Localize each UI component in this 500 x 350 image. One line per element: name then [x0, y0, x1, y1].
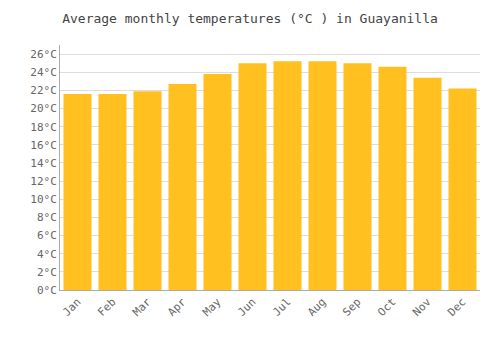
svg-text:Sep: Sep — [340, 296, 363, 319]
svg-text:Jan: Jan — [60, 296, 83, 319]
svg-text:May: May — [200, 295, 224, 319]
svg-text:Mar: Mar — [130, 295, 154, 319]
svg-text:16°C: 16°C — [30, 139, 57, 152]
svg-text:14°C: 14°C — [30, 157, 57, 170]
svg-text:Oct: Oct — [375, 296, 398, 319]
svg-text:Average monthly temperatures (: Average monthly temperatures (°C ) in Gu… — [62, 11, 438, 26]
svg-text:Nov: Nov — [410, 295, 434, 319]
svg-text:8°C: 8°C — [37, 211, 57, 224]
svg-text:Jul: Jul — [270, 296, 293, 319]
svg-text:4°C: 4°C — [37, 248, 57, 261]
svg-text:12°C: 12°C — [30, 175, 57, 188]
svg-text:Aug: Aug — [305, 296, 328, 319]
svg-text:Jun: Jun — [235, 296, 258, 319]
svg-text:6°C: 6°C — [37, 229, 57, 242]
svg-text:26°C: 26°C — [30, 48, 57, 61]
svg-text:18°C: 18°C — [30, 121, 57, 134]
svg-text:2°C: 2°C — [37, 266, 57, 279]
svg-text:20°C: 20°C — [30, 102, 57, 115]
svg-text:Dec: Dec — [445, 296, 468, 319]
svg-text:10°C: 10°C — [30, 193, 57, 206]
svg-text:Apr: Apr — [165, 295, 189, 319]
svg-text:Feb: Feb — [95, 296, 118, 319]
svg-text:0°C: 0°C — [37, 284, 57, 297]
svg-text:22°C: 22°C — [30, 84, 57, 97]
svg-text:24°C: 24°C — [30, 66, 57, 79]
